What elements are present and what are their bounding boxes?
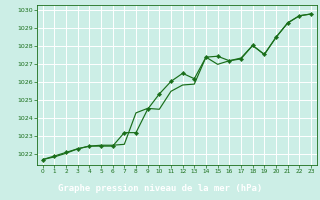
- Text: Graphe pression niveau de la mer (hPa): Graphe pression niveau de la mer (hPa): [58, 184, 262, 193]
